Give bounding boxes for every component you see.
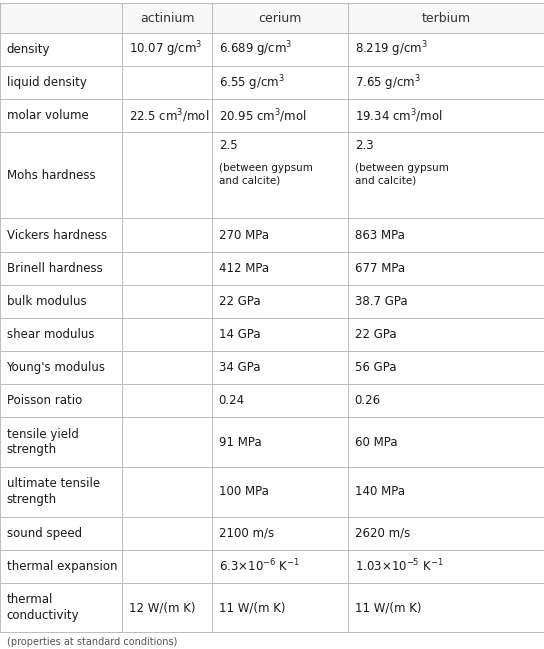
Text: 2620 m/s: 2620 m/s	[355, 526, 410, 539]
Text: 22 GPa: 22 GPa	[219, 295, 261, 308]
Text: 2.3: 2.3	[355, 140, 373, 153]
Text: 412 MPa: 412 MPa	[219, 262, 269, 275]
Text: 12 W/(m K): 12 W/(m K)	[129, 601, 195, 614]
Bar	[0, 3, 544, 33]
Text: 20.95 cm$^3$/mol: 20.95 cm$^3$/mol	[219, 107, 306, 125]
Text: Vickers hardness: Vickers hardness	[7, 228, 107, 241]
Text: 7.65 g/cm$^3$: 7.65 g/cm$^3$	[355, 73, 421, 93]
Text: 11 W/(m K): 11 W/(m K)	[219, 601, 285, 614]
Text: shear modulus: shear modulus	[7, 328, 94, 341]
Text: tensile yield
strength: tensile yield strength	[7, 428, 78, 456]
Text: 8.219 g/cm$^3$: 8.219 g/cm$^3$	[355, 40, 428, 60]
Text: liquid density: liquid density	[7, 76, 86, 89]
Text: thermal expansion: thermal expansion	[7, 559, 117, 572]
Text: 140 MPa: 140 MPa	[355, 485, 405, 498]
Text: actinium: actinium	[140, 12, 195, 25]
Text: cerium: cerium	[258, 12, 302, 25]
Text: density: density	[7, 43, 50, 56]
Text: 0.24: 0.24	[219, 394, 245, 407]
Text: Brinell hardness: Brinell hardness	[7, 262, 102, 275]
Text: 2.5: 2.5	[219, 140, 237, 153]
Text: 22.5 cm$^3$/mol: 22.5 cm$^3$/mol	[129, 107, 209, 125]
Text: 11 W/(m K): 11 W/(m K)	[355, 601, 421, 614]
Text: thermal
conductivity: thermal conductivity	[7, 593, 79, 622]
Text: molar volume: molar volume	[7, 109, 88, 123]
Text: bulk modulus: bulk modulus	[7, 295, 86, 308]
Text: 56 GPa: 56 GPa	[355, 361, 396, 374]
Text: 677 MPa: 677 MPa	[355, 262, 405, 275]
Text: Young's modulus: Young's modulus	[7, 361, 106, 374]
Text: 100 MPa: 100 MPa	[219, 485, 269, 498]
Text: 38.7 GPa: 38.7 GPa	[355, 295, 407, 308]
Text: (properties at standard conditions): (properties at standard conditions)	[7, 637, 177, 646]
Text: 2100 m/s: 2100 m/s	[219, 526, 274, 539]
Text: 270 MPa: 270 MPa	[219, 228, 269, 241]
Text: 6.689 g/cm$^3$: 6.689 g/cm$^3$	[219, 40, 292, 60]
Text: 14 GPa: 14 GPa	[219, 328, 261, 341]
Text: Mohs hardness: Mohs hardness	[7, 169, 95, 182]
Text: Poisson ratio: Poisson ratio	[7, 394, 82, 407]
Text: 6.55 g/cm$^3$: 6.55 g/cm$^3$	[219, 73, 285, 93]
Text: 34 GPa: 34 GPa	[219, 361, 260, 374]
Text: (between gypsum
and calcite): (between gypsum and calcite)	[219, 164, 313, 186]
Text: terbium: terbium	[422, 12, 471, 25]
Text: (between gypsum
and calcite): (between gypsum and calcite)	[355, 164, 449, 186]
Text: 91 MPa: 91 MPa	[219, 435, 261, 448]
Text: 0.26: 0.26	[355, 394, 381, 407]
Text: 1.03×10$^{-5}$ K$^{-1}$: 1.03×10$^{-5}$ K$^{-1}$	[355, 558, 443, 574]
Text: 60 MPa: 60 MPa	[355, 435, 397, 448]
Text: ultimate tensile
strength: ultimate tensile strength	[7, 478, 100, 506]
Text: 6.3×10$^{-6}$ K$^{-1}$: 6.3×10$^{-6}$ K$^{-1}$	[219, 558, 300, 574]
Text: 10.07 g/cm$^3$: 10.07 g/cm$^3$	[129, 40, 202, 60]
Text: 19.34 cm$^3$/mol: 19.34 cm$^3$/mol	[355, 107, 442, 125]
Text: 22 GPa: 22 GPa	[355, 328, 397, 341]
Text: 863 MPa: 863 MPa	[355, 228, 405, 241]
Text: sound speed: sound speed	[7, 526, 82, 539]
